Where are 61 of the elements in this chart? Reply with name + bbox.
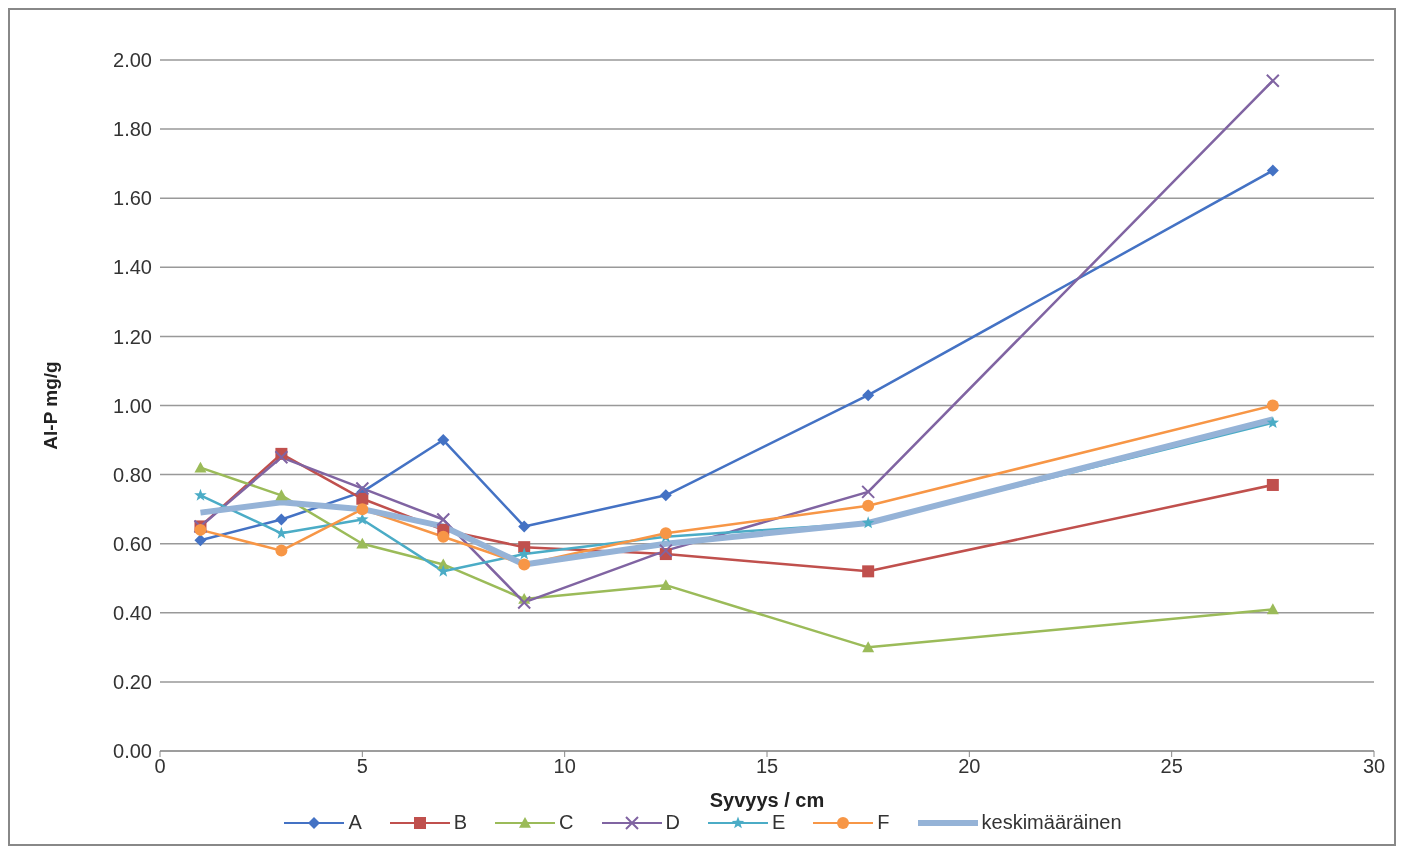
point xyxy=(518,520,531,533)
point xyxy=(356,537,369,549)
point xyxy=(275,544,288,557)
legend-label: F xyxy=(877,811,890,834)
y-tick-label: 0.20 xyxy=(113,671,152,693)
legend-label: keskimääräinen xyxy=(981,811,1122,834)
x-tick-label: 15 xyxy=(755,755,779,778)
point xyxy=(862,565,875,578)
y-tick-label: 1.80 xyxy=(113,118,152,141)
y-tick-label: 1.00 xyxy=(113,394,152,417)
point xyxy=(1266,478,1279,491)
y-tick-label: 2.00 xyxy=(113,49,152,72)
point xyxy=(275,513,288,526)
y-tick-label: 1.60 xyxy=(113,187,152,210)
x-tick-label: 30 xyxy=(1362,755,1386,778)
point xyxy=(194,461,207,473)
point xyxy=(862,641,875,653)
point xyxy=(1266,416,1280,429)
point xyxy=(1266,399,1279,412)
legend-label: D xyxy=(665,811,680,834)
point xyxy=(437,434,450,447)
point xyxy=(658,543,673,558)
legend-label: C xyxy=(559,811,574,834)
point xyxy=(1265,73,1280,88)
point xyxy=(436,564,450,577)
y-tick-label: 0.40 xyxy=(113,601,152,624)
x-tick-label: 20 xyxy=(958,755,981,778)
point xyxy=(275,526,288,539)
point xyxy=(861,516,875,529)
y-tick-label: 0.80 xyxy=(113,463,152,486)
point xyxy=(1266,164,1279,177)
legend-label: B xyxy=(453,811,468,834)
point xyxy=(436,512,451,527)
point xyxy=(861,484,876,499)
y-axis-title: Al-P mg/g xyxy=(39,361,61,450)
point xyxy=(275,489,288,501)
point xyxy=(659,579,672,590)
point xyxy=(194,488,207,501)
y-tick-label: 1.40 xyxy=(113,256,152,279)
point xyxy=(194,534,207,547)
x-tick-label: 10 xyxy=(553,755,576,778)
x-axis-title: Syvyys / cm xyxy=(709,789,825,811)
y-tick-label: 1.20 xyxy=(113,325,152,348)
point xyxy=(355,481,370,496)
point xyxy=(659,489,672,502)
y-tick-label: 0.60 xyxy=(113,532,152,555)
point xyxy=(517,595,532,610)
legend-label: A xyxy=(348,811,362,834)
point xyxy=(356,503,369,516)
point xyxy=(437,530,450,543)
point xyxy=(518,558,531,571)
point xyxy=(274,450,289,465)
point xyxy=(517,547,531,560)
x-tick-label: 25 xyxy=(1160,755,1183,778)
point xyxy=(862,499,875,512)
x-tick-label: 5 xyxy=(356,755,368,778)
x-tick-label: 0 xyxy=(154,755,166,778)
y-tick-label: 0.00 xyxy=(113,740,152,763)
point xyxy=(862,389,875,402)
legend-label: E xyxy=(771,811,786,834)
point xyxy=(1266,603,1279,615)
